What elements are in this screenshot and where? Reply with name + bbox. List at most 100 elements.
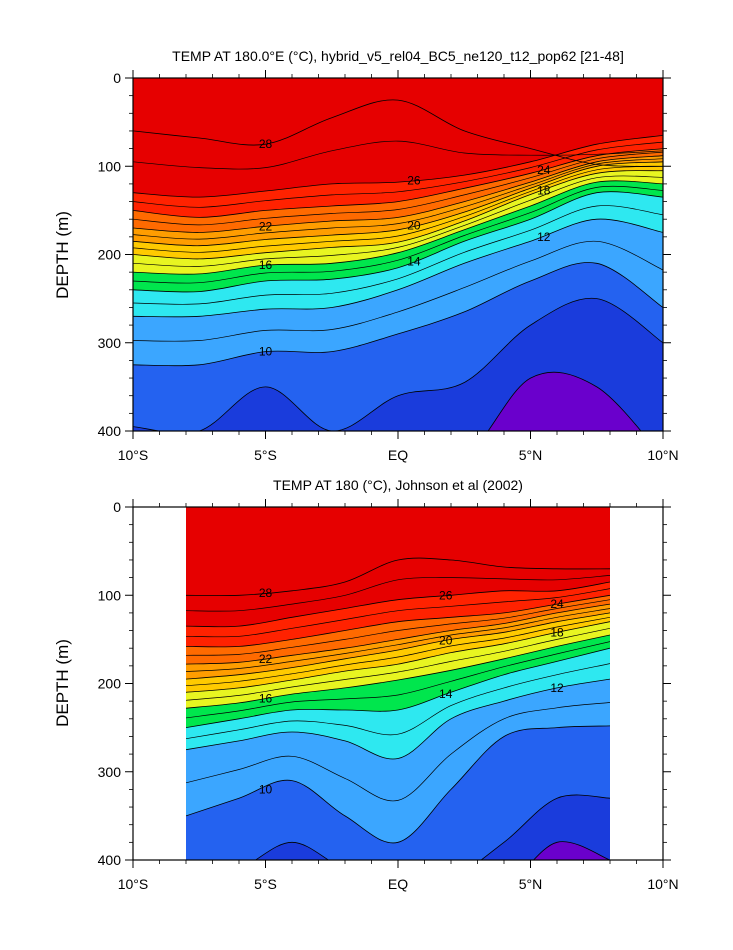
- bottom-x-tick-label: 5°N: [519, 876, 543, 892]
- bottom-x-tick-label: 10°N: [647, 876, 678, 892]
- bottom-band-below-9: [255, 794, 610, 860]
- bottom-contour-label-18: 18: [550, 625, 564, 639]
- top-contour-label-10: 10: [259, 345, 273, 359]
- bottom-panel: TEMP AT 180 (°C), Johnson et al (2002) 2…: [53, 477, 679, 892]
- top-contour-line-17: [133, 175, 663, 267]
- bottom-contour-line-21: [186, 608, 610, 672]
- top-contour-line-13: [133, 205, 663, 305]
- top-contour-line-20: [133, 161, 663, 247]
- bottom-axes: 0 100 200 300 400 10°S 5°S EQ 5°N 10°N: [98, 499, 679, 892]
- top-contour-line-23: [133, 151, 663, 226]
- bottom-y-tick-label: 300: [98, 764, 122, 780]
- top-contour-label-12: 12: [537, 230, 551, 244]
- top-x-tick-label: EQ: [388, 447, 408, 463]
- bottom-contour-line-22: [186, 603, 610, 665]
- top-axes: 0 100 200 300 400 10°S 5°S EQ 5°N 10°N: [98, 70, 679, 463]
- top-contour-fills: [133, 78, 663, 431]
- top-contour-line-19: [133, 165, 663, 253]
- bottom-contour-label-16: 16: [259, 692, 273, 706]
- top-band-below-8: [488, 372, 641, 431]
- top-y-tick-label: 300: [98, 335, 122, 351]
- bottom-y-tick-label: 100: [98, 587, 122, 603]
- top-y-tick-label: 400: [98, 423, 122, 439]
- bottom-contour-line-20: [186, 612, 610, 680]
- bottom-contour-label-28: 28: [259, 586, 273, 600]
- bottom-contour-label-10: 10: [259, 782, 273, 796]
- bottom-contour-label-24: 24: [550, 597, 564, 611]
- bottom-contour-line-18: [186, 621, 610, 693]
- bottom-contour-label-12: 12: [550, 681, 564, 695]
- top-contour-line-18: [133, 170, 663, 260]
- top-contour-label-16: 16: [259, 258, 273, 272]
- bottom-contour-line-15: [186, 641, 610, 719]
- top-contour-label-24: 24: [537, 163, 551, 177]
- top-contour-line-15: [133, 185, 663, 284]
- top-y-tick-label: 0: [113, 70, 121, 86]
- top-x-tick-label: 10°N: [647, 447, 678, 463]
- bottom-y-tick-label: 0: [113, 499, 121, 515]
- bottom-y-tick-label: 200: [98, 676, 122, 692]
- top-contour-line-21: [133, 158, 663, 240]
- top-y-tick-label: 200: [98, 247, 122, 263]
- bottom-band-below-8: [533, 841, 610, 860]
- bottom-contour-line-11: [186, 702, 610, 802]
- bottom-contour-label-20: 20: [439, 633, 453, 647]
- bottom-contour-line-25: [186, 588, 610, 638]
- top-contour-line-26: [133, 135, 663, 198]
- top-contour-line-10: [133, 262, 663, 367]
- bottom-chart-title: TEMP AT 180 (°C), Johnson et al (2002): [273, 477, 523, 493]
- bottom-contour-label-14: 14: [439, 687, 453, 701]
- bottom-contour-lines: [186, 557, 610, 860]
- top-contour-lines: [133, 99, 663, 431]
- top-contour-line-14: [133, 191, 663, 293]
- bottom-contour-line-9: [254, 794, 610, 860]
- top-contour-labels: 28 26 24 22 20 18 16 14 12 10: [259, 137, 551, 358]
- top-y-axis-label: DEPTH (m): [53, 211, 72, 299]
- top-contour-label-14: 14: [407, 254, 421, 268]
- bottom-y-tick-label: 400: [98, 852, 122, 868]
- bottom-contour-line-13: [186, 663, 610, 740]
- bottom-contour-line-12: [186, 678, 610, 760]
- top-x-tick-label: 10°S: [118, 447, 149, 463]
- bottom-contour-line-10: [186, 725, 610, 844]
- top-contour-label-18: 18: [537, 183, 551, 197]
- bottom-contour-line-24: [186, 594, 610, 648]
- top-contour-line-9: [133, 297, 663, 431]
- bottom-contour-line-23: [186, 599, 610, 656]
- top-contour-label-22: 22: [259, 219, 273, 233]
- top-y-tick-label: 100: [98, 158, 122, 174]
- bottom-band-below-10: [186, 725, 610, 860]
- top-contour-line-27: [133, 140, 663, 170]
- bottom-contour-labels: 28 26 24 22 20 18 16 14 12 10: [259, 586, 564, 796]
- top-chart-title: TEMP AT 180.0°E (°C), hybrid_v5_rel04_BC…: [172, 48, 624, 64]
- top-contour-line-28: [133, 99, 663, 167]
- top-contour-line-11: [133, 240, 663, 342]
- bottom-contour-line-26: [186, 581, 610, 628]
- top-x-tick-label: 5°N: [519, 447, 543, 463]
- top-contour-label-26: 26: [407, 173, 421, 187]
- top-contour-label-28: 28: [259, 137, 273, 151]
- top-contour-line-24: [133, 148, 663, 218]
- bottom-contour-line-16: [186, 634, 610, 709]
- bottom-contour-line-14: [186, 647, 610, 728]
- top-contour-line-12: [133, 218, 663, 318]
- bottom-y-axis-label: DEPTH (m): [53, 639, 72, 727]
- bottom-contour-line-17: [186, 627, 610, 701]
- top-contour-label-20: 20: [407, 219, 421, 233]
- bottom-x-tick-label: EQ: [388, 876, 408, 892]
- bottom-contour-label-22: 22: [259, 652, 273, 666]
- top-contour-line-8: [487, 371, 642, 431]
- top-panel: TEMP AT 180.0°E (°C), hybrid_v5_rel04_BC…: [53, 48, 679, 463]
- bottom-x-tick-label: 5°S: [254, 876, 277, 892]
- top-contour-line-22: [133, 155, 663, 233]
- bottom-contour-line-19: [186, 616, 610, 687]
- bottom-contour-line-8: [533, 841, 610, 860]
- top-contour-line-16: [133, 180, 663, 275]
- top-x-tick-label: 5°S: [254, 447, 277, 463]
- bottom-x-tick-label: 10°S: [118, 876, 149, 892]
- bottom-contour-line-28: [186, 557, 610, 597]
- bottom-contour-fills: [186, 507, 610, 860]
- bottom-contour-label-26: 26: [439, 589, 453, 603]
